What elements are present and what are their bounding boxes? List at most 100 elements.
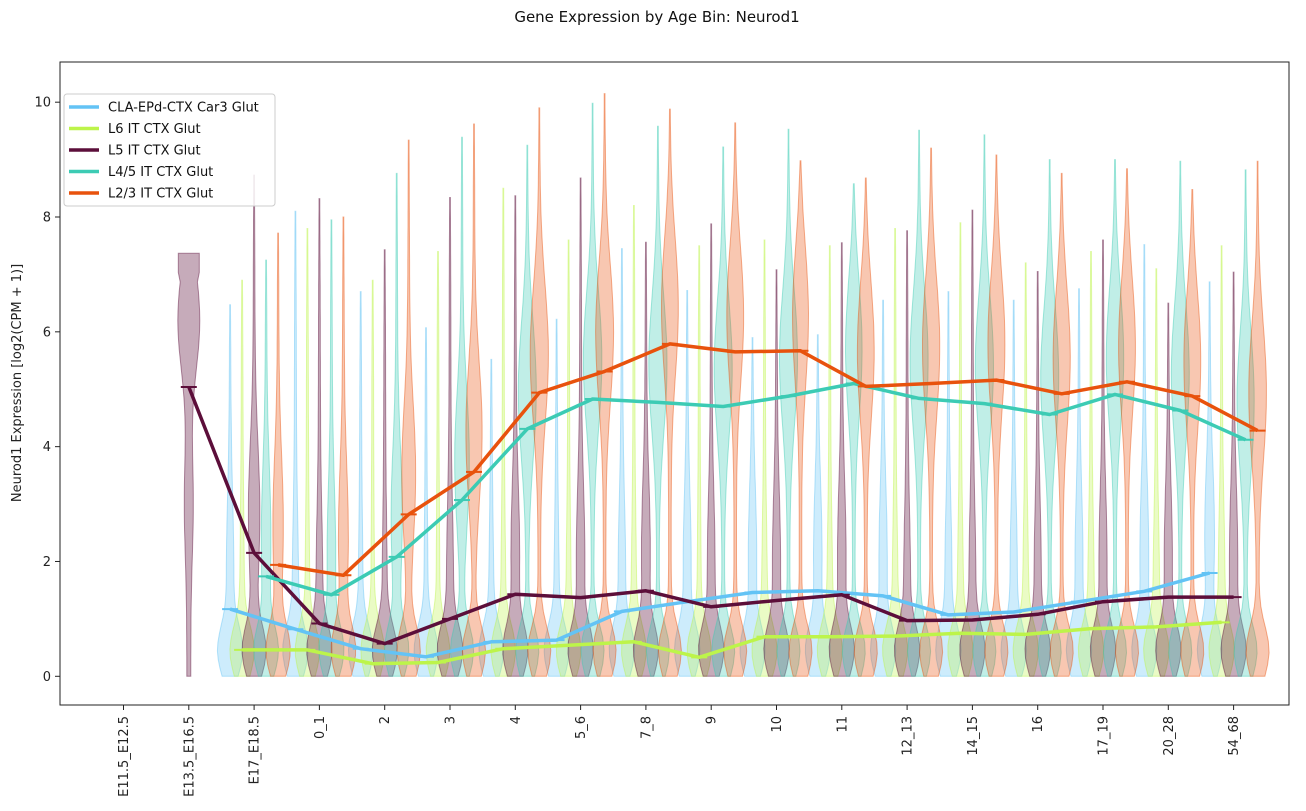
violin-0-8 (608, 248, 636, 677)
violin-2-9 (698, 223, 725, 677)
violin-3-6 (515, 144, 540, 677)
violin-4-2 (265, 232, 291, 677)
violin-2-5 (436, 197, 464, 677)
violin-2-1 (177, 252, 201, 677)
x-tick-label: 20_28 (1162, 716, 1177, 756)
violin-1-2 (229, 279, 255, 677)
violin-4-17 (1245, 160, 1270, 677)
violin-4-9 (723, 122, 748, 677)
lines-layer (180, 342, 1266, 666)
violin-3-11 (841, 183, 866, 677)
violin-3-15 (1102, 159, 1128, 677)
y-tick-label: 8 (43, 211, 51, 226)
violin-1-17 (1208, 245, 1235, 677)
violin-4-13 (984, 154, 1009, 677)
violin-2-7 (567, 177, 594, 677)
x-axis: E11.5_E12.5 E13.5_E16.5 E17_E18.5 0_1 2 3 4 5_6… (117, 705, 1242, 797)
violins-layer (177, 93, 1270, 677)
violin-0-17 (1196, 281, 1223, 677)
x-tick-label: E11.5_E12.5 (117, 716, 132, 797)
violin-0-15 (1065, 288, 1093, 677)
violin-4-15 (1114, 168, 1140, 677)
violin-4-10 (788, 160, 813, 677)
violin-0-9 (673, 290, 701, 677)
violin-0-16 (1131, 244, 1158, 677)
violin-1-7 (555, 239, 582, 677)
violin-3-4 (384, 172, 410, 677)
x-tick-label: 16 (1031, 716, 1046, 733)
violin-1-11 (816, 245, 843, 677)
legend-label-2: L5 IT CTX Glut (108, 144, 201, 159)
legend: CLA-EPd-CTX Car3 Glut L6 IT CTX Glut L5 IT… (63, 93, 276, 207)
y-tick-label: 0 (43, 670, 51, 685)
violin-1-6 (490, 187, 517, 677)
x-tick-label: 12_13 (901, 716, 916, 756)
violin-4-3 (330, 216, 357, 677)
x-tick-label: 5_6 (574, 716, 589, 739)
violin-4-7 (592, 93, 617, 677)
violin-3-3 (318, 219, 345, 677)
x-tick-label: E17_E18.5 (248, 716, 263, 784)
series-line-0 (229, 571, 1211, 659)
y-tick-label: 10 (34, 96, 51, 111)
x-tick-label: 11 (835, 716, 850, 733)
x-tick-label: E13.5_E16.5 (182, 716, 197, 797)
violin-2-13 (959, 209, 986, 677)
legend-label-4: L2/3 IT CTX Glut (108, 187, 213, 202)
violin-1-5 (425, 251, 451, 677)
violin-1-16 (1143, 268, 1170, 677)
violin-1-15 (1077, 251, 1105, 677)
violin-3-9 (711, 146, 736, 677)
series-line-4 (277, 342, 1259, 578)
violin-2-16 (1155, 302, 1182, 677)
violin-1-10 (751, 239, 778, 677)
violin-0-4 (347, 291, 374, 677)
y-axis: 0 2 4 6 8 10 (34, 96, 60, 685)
violin-4-14 (1049, 172, 1074, 677)
series-line-3 (265, 381, 1247, 597)
x-tick-label: 9 (705, 716, 720, 724)
violin-2-12 (893, 230, 921, 677)
x-tick-label: 2 (378, 716, 393, 724)
legend-label-1: L6 IT CTX Glut (108, 122, 201, 137)
violin-2-17 (1220, 271, 1247, 677)
violin-3-2 (253, 259, 280, 677)
violin-1-12 (882, 228, 909, 677)
x-tick-label: 54_68 (1227, 716, 1242, 756)
violin-1-9 (686, 245, 712, 677)
violin-4-11 (853, 177, 878, 677)
legend-label-3: L4/5 IT CTX Glut (108, 165, 213, 180)
x-tick-label: 10 (770, 716, 785, 733)
series-line-1 (242, 620, 1222, 666)
y-tick-label: 4 (43, 440, 51, 455)
violin-3-16 (1168, 160, 1193, 677)
violin-1-3 (294, 228, 320, 677)
violin-2-15 (1089, 239, 1117, 677)
violin-2-3 (306, 198, 333, 677)
legend-box (63, 93, 276, 207)
plot-frame (59, 61, 1290, 706)
violin-0-12 (869, 299, 897, 677)
chart-title: Gene Expression by Age Bin: Neurod1 (514, 8, 799, 26)
violin-2-11 (828, 242, 855, 677)
y-tick-label: 6 (43, 325, 51, 340)
violin-0-7 (543, 318, 570, 677)
violin-3-14 (1037, 159, 1062, 677)
violin-0-13 (935, 291, 962, 677)
violin-4-12 (919, 147, 944, 677)
violin-4-8 (657, 108, 682, 677)
violin-0-14 (1000, 299, 1027, 677)
x-tick-label: 0_1 (313, 716, 328, 739)
x-tick-label: 3 (444, 716, 459, 724)
violin-1-14 (1012, 262, 1039, 677)
violin-4-16 (1180, 189, 1205, 677)
violin-0-6 (478, 358, 505, 677)
violin-1-8 (621, 205, 647, 677)
legend-label-0: CLA-EPd-CTX Car3 Glut (108, 101, 259, 116)
x-tick-label: 17_19 (1097, 716, 1112, 756)
violin-1-13 (947, 222, 974, 677)
violin-3-13 (972, 134, 997, 677)
violin-3-7 (580, 102, 605, 677)
y-axis-title: Neurod1 Expression [log2(CPM + 1)] (10, 264, 25, 502)
